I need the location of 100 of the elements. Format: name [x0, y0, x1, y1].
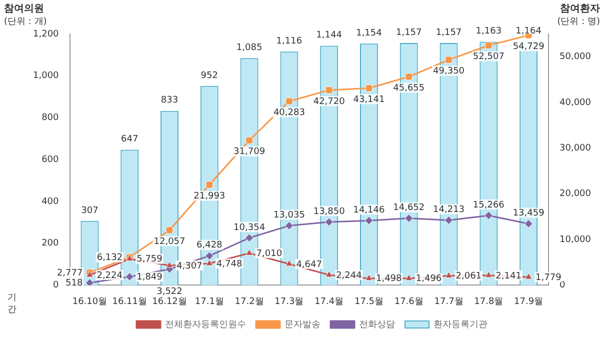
data-label: 1,163	[476, 26, 502, 37]
y-tick-label: 200	[42, 238, 60, 249]
data-label: 1,157	[436, 28, 462, 38]
y-tick-label: 800	[42, 113, 60, 124]
point	[405, 274, 413, 281]
data-label: 13,035	[273, 210, 305, 221]
data-label: 1,779	[536, 272, 562, 283]
x-tick-label: 17.3월	[274, 296, 304, 307]
point	[484, 211, 493, 220]
x-tick-label: 16.11월	[112, 296, 147, 307]
legend-label: 환자등록기관	[434, 320, 488, 330]
x-tick-label: 17.4월	[314, 296, 344, 307]
point	[524, 219, 533, 228]
data-label: 2,777	[56, 268, 83, 278]
legend-label: 전화상담	[359, 320, 395, 330]
data-label: 12,057	[154, 236, 186, 247]
data-label: 13,459	[512, 208, 545, 219]
data-label: 1,085	[236, 42, 262, 53]
point	[445, 56, 452, 64]
point	[484, 42, 492, 50]
point	[166, 261, 174, 268]
data-label: 14,146	[353, 205, 385, 216]
data-label: 2,224	[96, 270, 123, 281]
point	[325, 270, 333, 278]
y2-tick-label: 20,000	[560, 189, 592, 200]
data-label: 21,993	[194, 192, 226, 202]
x-tick-label: 17.1월	[194, 296, 224, 307]
data-label: 518	[66, 278, 83, 289]
point	[246, 136, 253, 144]
x-tick-label: 17.7월	[434, 296, 464, 307]
point	[365, 84, 373, 92]
y2-tick-label: 50,000	[560, 52, 592, 62]
y2-tick-label: 30,000	[560, 144, 592, 154]
data-label: 10,354	[234, 222, 266, 233]
x-tick-label: 17.9월	[514, 296, 544, 307]
data-label: 1,849	[136, 272, 163, 283]
data-label: 49,350	[433, 66, 465, 77]
y2-tick-label: 40,000	[560, 98, 592, 108]
y-axis-title: 참여의원 (단위 : 개)	[4, 4, 47, 27]
y2-tick-label: 10,000	[560, 234, 592, 245]
x-tick-label: 17.8월	[474, 296, 504, 307]
x-tick-label: 17.5월	[354, 296, 384, 307]
data-label: 14,213	[433, 205, 465, 216]
data-label: 4,748	[216, 259, 242, 270]
data-label: 40,283	[273, 108, 305, 118]
data-label: 1,164	[516, 26, 542, 36]
data-label: 2,244	[336, 270, 362, 281]
point	[445, 272, 452, 278]
data-label: 15,266	[472, 200, 505, 210]
point	[206, 181, 214, 188]
y2-axis-title: 참여환자 (단위 : 명)	[557, 4, 600, 27]
data-label: 647	[121, 134, 138, 145]
data-label: 307	[81, 206, 98, 216]
x-tick-label: 17.2월	[234, 296, 264, 307]
data-label: 1,496	[416, 274, 442, 284]
point	[444, 216, 454, 225]
legend-label: 전체환자등록인원수	[165, 320, 246, 330]
x-tick-label: 16.12월	[152, 296, 187, 307]
point	[246, 248, 254, 256]
point	[125, 272, 134, 282]
data-label: 3,522	[156, 286, 182, 297]
data-label: 1,144	[316, 30, 342, 41]
data-label: 13,850	[313, 206, 346, 217]
point	[245, 234, 254, 242]
data-label: 1,116	[276, 36, 302, 46]
point	[365, 274, 373, 281]
y-tick-label: 0	[53, 280, 60, 291]
point	[166, 226, 174, 234]
point	[205, 252, 214, 260]
x-tick-label: 16.10월	[72, 296, 108, 307]
y-tick-label: 1,200	[33, 29, 60, 40]
data-label: 43,141	[353, 95, 385, 106]
point	[285, 260, 293, 266]
data-label: 6,132	[96, 253, 123, 264]
point	[324, 218, 334, 226]
data-label: 1,157	[396, 28, 422, 38]
data-label: 52,507	[472, 52, 504, 62]
data-label: 833	[160, 96, 178, 106]
data-label: 5,759	[136, 254, 163, 265]
data-label: 1,154	[356, 28, 382, 38]
point	[404, 214, 414, 223]
x-axis-title: 기간	[8, 293, 16, 316]
data-label: 2,061	[456, 272, 482, 282]
point	[85, 278, 94, 286]
point	[284, 221, 294, 230]
point	[206, 259, 214, 266]
point	[286, 98, 293, 105]
data-label: 2,141	[496, 271, 522, 282]
y-tick-label: 400	[42, 196, 60, 207]
data-label: 4,647	[296, 260, 322, 270]
y2-tick-label: 0	[560, 280, 566, 291]
point	[484, 271, 492, 278]
data-label: 4,307	[176, 261, 202, 272]
x-tick-label: 17.6월	[394, 296, 424, 307]
y-tick-label: 600	[42, 154, 60, 165]
point	[524, 272, 532, 280]
data-label: 14,652	[393, 203, 425, 214]
legend-label: 문자발송	[284, 320, 320, 330]
data-label: 45,655	[393, 84, 425, 94]
data-label: 31,709	[234, 147, 266, 158]
